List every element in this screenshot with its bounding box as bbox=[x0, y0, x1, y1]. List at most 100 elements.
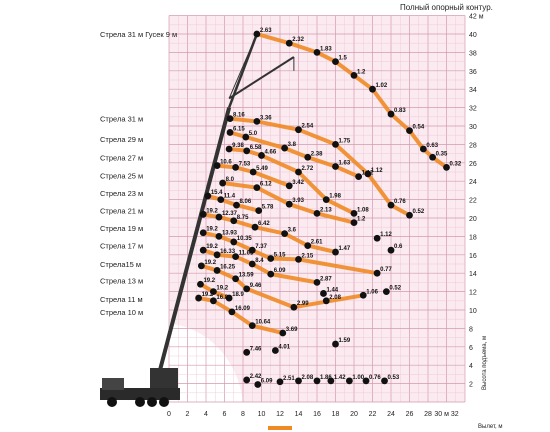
data-point bbox=[285, 200, 293, 208]
capacity-label: 19.2 bbox=[206, 227, 218, 233]
data-point bbox=[429, 153, 437, 161]
data-point bbox=[243, 285, 251, 293]
capacity-label: 8.4 bbox=[255, 258, 264, 264]
data-point bbox=[373, 269, 381, 277]
data-point bbox=[387, 246, 395, 254]
load-curve-4 bbox=[215, 163, 292, 188]
boom-label: Стрела 10 м bbox=[100, 308, 143, 317]
capacity-label: 3.69 bbox=[286, 327, 298, 333]
truck-body bbox=[100, 388, 180, 400]
capacity-label: 0.52 bbox=[389, 286, 401, 292]
data-point bbox=[345, 377, 353, 385]
capacity-label: 19.2 bbox=[202, 292, 214, 298]
x-tick-label: 22 bbox=[369, 411, 377, 418]
data-point bbox=[350, 72, 358, 79]
x-tick-label: 16 bbox=[313, 411, 321, 418]
data-point bbox=[232, 275, 240, 283]
capacity-label: 2.54 bbox=[302, 124, 314, 130]
data-point bbox=[295, 126, 302, 134]
data-point bbox=[248, 246, 256, 254]
data-point bbox=[285, 39, 293, 47]
capacity-label: 2.72 bbox=[302, 166, 314, 172]
x-tick-label: 20 bbox=[350, 411, 358, 418]
data-point bbox=[219, 179, 227, 187]
truck-cab bbox=[102, 378, 124, 390]
capacity-label: 4.01 bbox=[278, 344, 290, 350]
capacity-label: 3.93 bbox=[292, 198, 304, 204]
data-point bbox=[199, 246, 207, 254]
capacity-label: 6.09 bbox=[261, 379, 273, 385]
data-point bbox=[253, 30, 261, 38]
y-tick-label: 42 м bbox=[469, 14, 484, 21]
data-point bbox=[285, 182, 293, 190]
capacity-label: 1.5 bbox=[339, 56, 348, 62]
data-point bbox=[215, 213, 223, 221]
data-point bbox=[230, 217, 238, 225]
capacity-label: 6.42 bbox=[258, 221, 270, 227]
capacity-label: 10.64 bbox=[255, 320, 271, 326]
capacity-label: 5.15 bbox=[274, 252, 286, 258]
data-point bbox=[248, 260, 256, 268]
capacity-label: 2.99 bbox=[297, 301, 309, 307]
capacity-label: 1.02 bbox=[376, 83, 388, 89]
data-point bbox=[279, 329, 287, 337]
capacity-label: 0.53 bbox=[388, 375, 400, 381]
data-point bbox=[215, 233, 223, 240]
y-tick-label: 2 bbox=[469, 382, 473, 389]
data-point bbox=[332, 248, 339, 256]
data-point bbox=[243, 147, 251, 155]
data-point bbox=[225, 145, 233, 153]
y-tick-label: 30 bbox=[469, 124, 477, 131]
capacity-label: 1.08 bbox=[357, 207, 369, 213]
y-tick-label: 26 bbox=[469, 161, 477, 168]
capacity-label: 2.15 bbox=[302, 253, 314, 259]
capacity-label: 1.2 bbox=[357, 217, 366, 223]
data-point bbox=[204, 192, 212, 200]
data-point bbox=[228, 308, 236, 316]
capacity-label: 13.59 bbox=[239, 273, 255, 279]
x-axis-label: Вылет, м bbox=[478, 424, 503, 430]
y-tick-label: 10 bbox=[469, 308, 477, 315]
capacity-label: 1.2 bbox=[357, 69, 366, 75]
capacity-label: 0.76 bbox=[394, 199, 406, 205]
capacity-label: 3.36 bbox=[260, 115, 272, 121]
x-tick-label: 14 bbox=[295, 411, 303, 418]
data-point bbox=[350, 210, 358, 217]
capacity-label: 2.51 bbox=[283, 376, 295, 382]
y-tick-label: 12 bbox=[469, 290, 477, 297]
capacity-label: 1.98 bbox=[329, 194, 341, 200]
data-point bbox=[313, 279, 321, 286]
data-point bbox=[295, 256, 302, 263]
data-point bbox=[253, 184, 261, 192]
y-tick-label: 36 bbox=[469, 69, 477, 76]
x-tick-label: 10 bbox=[258, 411, 266, 418]
data-point bbox=[271, 347, 279, 354]
capacity-label: 18.9 bbox=[232, 292, 244, 298]
data-point bbox=[210, 297, 217, 305]
load-curve-6 bbox=[205, 193, 261, 213]
data-point bbox=[382, 288, 390, 295]
data-point bbox=[362, 377, 370, 385]
capacity-label: 3.6 bbox=[288, 228, 297, 234]
capacity-label: 6.12 bbox=[260, 182, 272, 188]
capacity-label: 19.2 bbox=[206, 244, 218, 250]
data-point bbox=[332, 58, 339, 65]
data-point bbox=[320, 290, 327, 297]
data-point bbox=[281, 144, 289, 152]
capacity-label: 9.46 bbox=[250, 283, 262, 289]
data-point bbox=[251, 223, 259, 231]
capacity-label: 0.52 bbox=[413, 209, 425, 215]
capacity-label: 0.35 bbox=[436, 151, 448, 157]
crane-jib bbox=[228, 56, 295, 100]
capacity-label: 1.59 bbox=[339, 338, 351, 344]
data-point bbox=[327, 377, 335, 385]
capacity-label: 16.8 bbox=[216, 295, 228, 301]
capacity-label: 5.78 bbox=[262, 205, 274, 211]
data-point bbox=[217, 196, 225, 204]
capacity-label: 1.00 bbox=[352, 375, 364, 381]
truck-wheel bbox=[159, 397, 169, 407]
boom-label: Стрела 27 м bbox=[100, 153, 143, 162]
capacity-label: 15.4 bbox=[211, 190, 223, 196]
